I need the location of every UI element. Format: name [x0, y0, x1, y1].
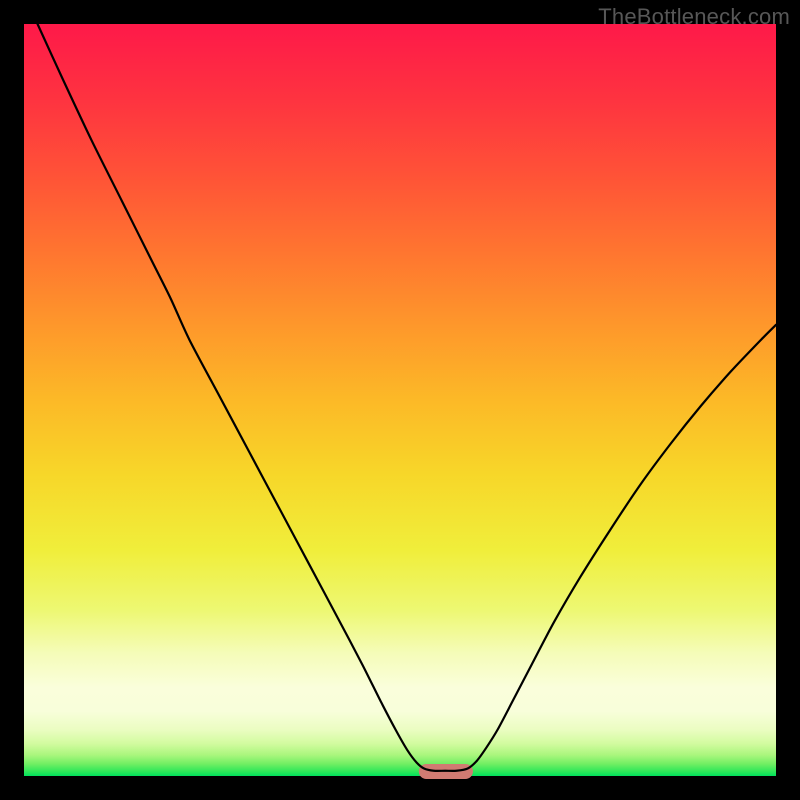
- plot-background: [24, 24, 776, 776]
- chart-container: TheBottleneck.com: [0, 0, 800, 800]
- watermark-label: TheBottleneck.com: [598, 4, 790, 30]
- bottleneck-chart: [0, 0, 800, 800]
